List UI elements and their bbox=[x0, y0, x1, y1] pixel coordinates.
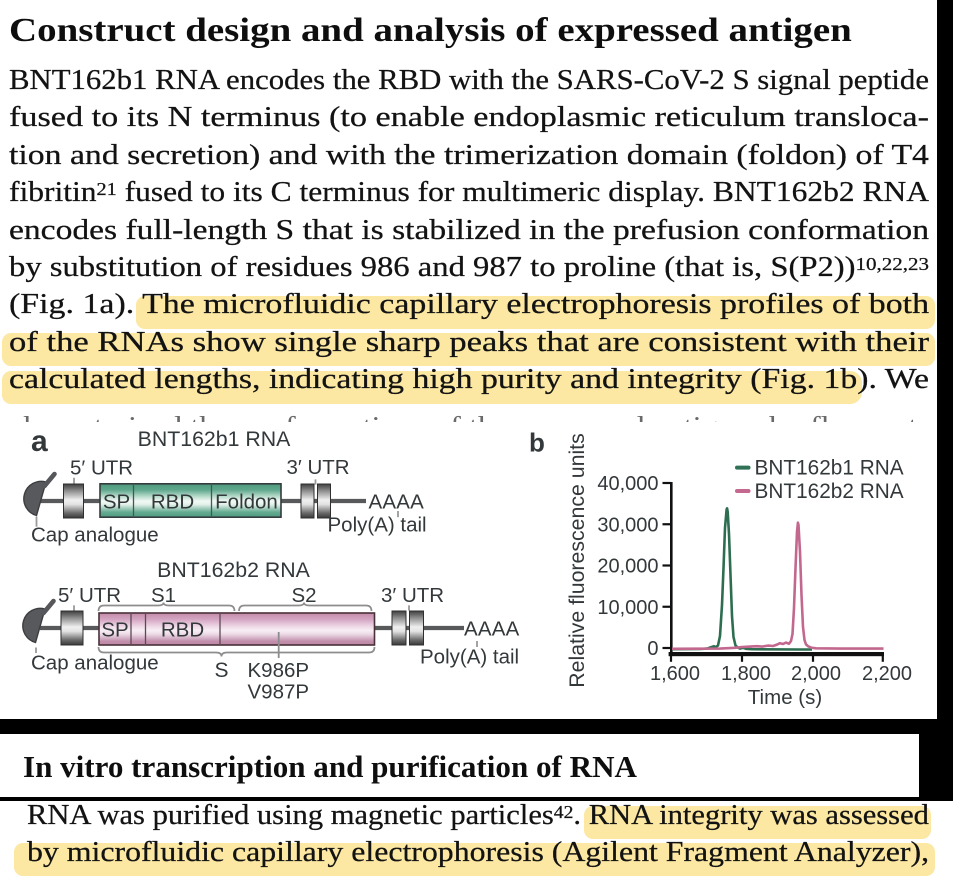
svg-text:1,600: 1,600 bbox=[650, 663, 700, 685]
svg-text:S2: S2 bbox=[291, 584, 316, 607]
svg-text:BNT162b1 RNA: BNT162b1 RNA bbox=[755, 456, 904, 479]
svg-text:a: a bbox=[31, 425, 48, 458]
svg-text:V987P: V987P bbox=[248, 681, 310, 704]
svg-text:3′ UTR: 3′ UTR bbox=[381, 584, 444, 607]
svg-text:Poly(A) tail: Poly(A) tail bbox=[420, 645, 519, 668]
svg-text:20,000: 20,000 bbox=[597, 556, 658, 578]
svg-text:BNT162b2 RNA: BNT162b2 RNA bbox=[755, 480, 904, 503]
svg-text:Poly(A) tail: Poly(A) tail bbox=[328, 514, 427, 537]
svg-text:0: 0 bbox=[647, 638, 658, 660]
svg-text:AAAA: AAAA bbox=[369, 491, 425, 514]
svg-text:Cap analogue: Cap analogue bbox=[31, 652, 159, 675]
svg-text:5′ UTR: 5′ UTR bbox=[70, 456, 133, 479]
svg-text:Foldon: Foldon bbox=[215, 490, 278, 513]
svg-text:AAAA: AAAA bbox=[464, 618, 520, 641]
svg-text:SP: SP bbox=[101, 618, 128, 641]
svg-text:2,000: 2,000 bbox=[791, 663, 841, 685]
svg-text:30,000: 30,000 bbox=[597, 514, 658, 536]
svg-text:RBD: RBD bbox=[151, 490, 194, 513]
svg-text:RBD: RBD bbox=[161, 618, 204, 641]
svg-text:1,800: 1,800 bbox=[721, 663, 771, 685]
svg-text:S: S bbox=[214, 659, 228, 682]
svg-text:BNT162b1 RNA: BNT162b1 RNA bbox=[138, 427, 291, 451]
svg-text:2,200: 2,200 bbox=[862, 663, 912, 685]
svg-text:5′ UTR: 5′ UTR bbox=[58, 584, 121, 607]
svg-text:3′ UTR: 3′ UTR bbox=[287, 456, 350, 479]
svg-text:Cap analogue: Cap analogue bbox=[31, 524, 159, 547]
svg-text:Relative fluorescence units: Relative fluorescence units bbox=[565, 433, 589, 688]
svg-text:Time (s): Time (s) bbox=[748, 686, 822, 709]
svg-text:40,000: 40,000 bbox=[597, 473, 658, 495]
svg-text:b: b bbox=[529, 427, 545, 457]
svg-text:SP: SP bbox=[103, 490, 130, 513]
svg-text:S1: S1 bbox=[151, 584, 176, 607]
svg-text:10,000: 10,000 bbox=[597, 597, 658, 619]
svg-text:BNT162b2 RNA: BNT162b2 RNA bbox=[157, 558, 310, 582]
svg-text:K986P: K986P bbox=[248, 659, 310, 682]
